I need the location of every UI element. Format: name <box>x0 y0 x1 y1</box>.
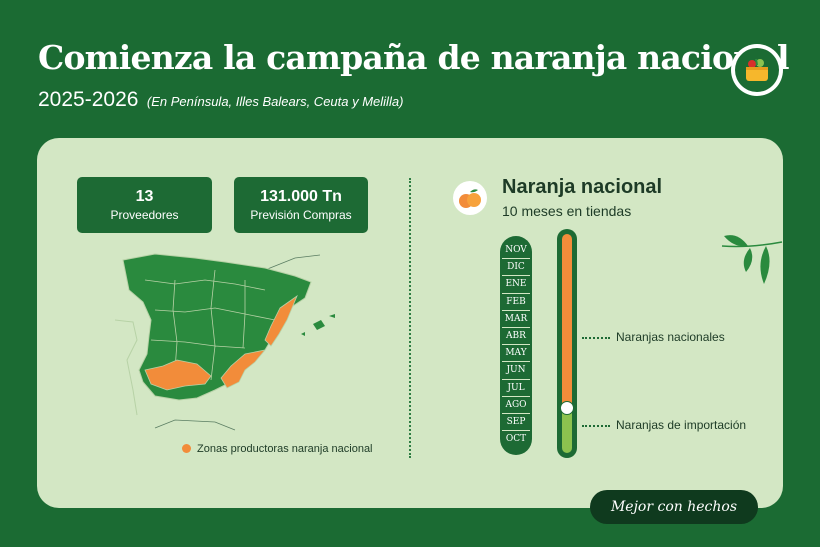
info-card: 13 Proveedores 131.000 Tn Previsión Comp… <box>37 138 783 508</box>
month-label: DIC <box>502 259 530 277</box>
month-label: MAY <box>502 345 530 363</box>
national-annotation: Naranjas nacionales <box>582 330 725 344</box>
season-transition-marker <box>560 401 574 415</box>
leader-dots <box>582 424 610 427</box>
legend-dot-icon <box>182 444 191 453</box>
stat-suppliers: 13 Proveedores <box>77 177 212 233</box>
national-label: Naranjas nacionales <box>616 330 725 344</box>
import-annotation: Naranjas de importación <box>582 418 746 432</box>
region-note: (En Península, Illes Balears, Ceuta y Me… <box>146 94 404 109</box>
page-title: Comienza la campaña de naranja nacional <box>38 38 789 77</box>
section-divider <box>409 178 411 458</box>
month-label: SEP <box>502 414 530 432</box>
month-label: JUN <box>502 362 530 380</box>
leaf-branch-icon <box>721 235 783 284</box>
stat-value: 13 <box>135 188 154 205</box>
stat-label: Proveedores <box>110 208 179 222</box>
month-label: JUL <box>502 380 530 397</box>
import-season-fill <box>562 409 572 453</box>
month-label: ABR <box>502 328 530 346</box>
campaign-years: 2025-2026 <box>38 88 139 111</box>
calendar-subtitle: 10 meses en tiendas <box>502 203 632 219</box>
page-subtitle: 2025-2026 (En Península, Illes Balears, … <box>38 88 403 112</box>
national-season-fill <box>562 234 572 409</box>
import-label: Naranjas de importación <box>616 418 747 432</box>
month-label: NOV <box>502 242 530 260</box>
calendar-title: Naranja nacional <box>502 176 663 198</box>
month-label: AGO <box>502 397 530 414</box>
basket-icon <box>735 48 779 92</box>
month-column: NOV DIC ENE FEB MAR ABR MAY JUN JUL AGO SEP OCT <box>500 236 532 455</box>
spain-map <box>115 253 335 431</box>
leader-dots <box>582 336 610 339</box>
brand-logo <box>731 44 783 96</box>
map-legend: Zonas productoras naranja nacional <box>182 443 373 455</box>
stat-value: 131.000 Tn <box>260 188 342 205</box>
month-label: FEB <box>502 294 530 311</box>
stat-label: Previsión Compras <box>250 208 352 222</box>
slogan-badge: Mejor con hechos <box>590 490 758 524</box>
season-bar <box>557 229 577 458</box>
month-label: OCT <box>505 434 527 445</box>
stat-purchases: 131.000 Tn Previsión Compras <box>234 177 368 233</box>
month-label: ENE <box>502 276 530 294</box>
orange-icon <box>453 181 487 215</box>
legend-label: Zonas productoras naranja nacional <box>197 443 373 455</box>
month-label: MAR <box>502 311 530 328</box>
